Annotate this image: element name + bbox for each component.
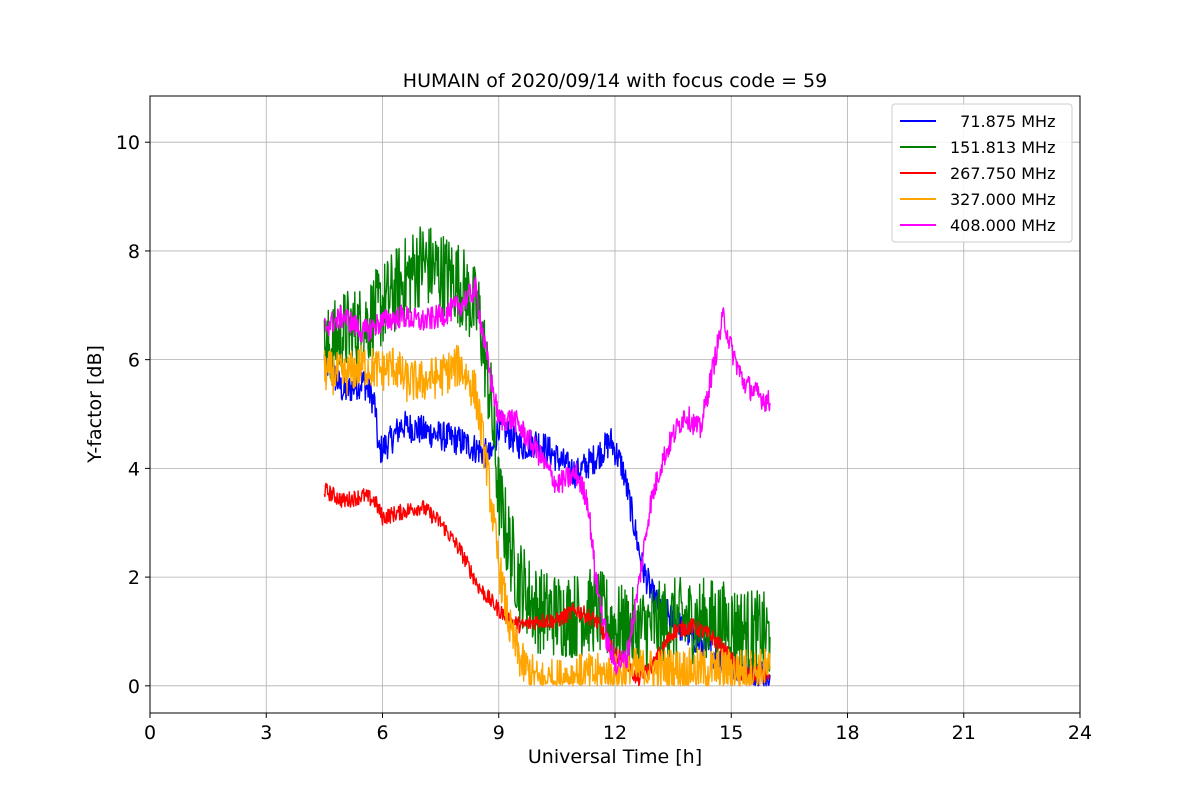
series-line [323, 344, 771, 687]
y-tick-label: 8 [128, 241, 140, 263]
legend-label: 151.813 MHz [950, 138, 1055, 157]
y-tick-label: 6 [128, 350, 140, 372]
series-line [323, 482, 771, 687]
y-tick-label: 10 [116, 132, 140, 154]
y-tick-label: 4 [128, 458, 140, 480]
y-tick-label: 2 [128, 567, 140, 589]
legend-box [891, 103, 1073, 243]
x-tick-label: 3 [260, 722, 272, 744]
legend-label: 327.000 MHz [950, 190, 1055, 209]
x-tick-label: 12 [603, 722, 627, 744]
x-tick-label: 9 [493, 722, 505, 744]
legend: 71.875 MHz 151.813 MHz 267.750 MHz 327.000 … [891, 103, 1073, 243]
x-tick-label: 15 [719, 722, 743, 744]
legend-label: 408.000 MHz [950, 216, 1055, 235]
y-tick-label: 0 [128, 676, 140, 698]
legend-label: 267.750 MHz [950, 164, 1055, 183]
x-tick-label: 21 [952, 722, 976, 744]
chart-title: HUMAIN of 2020/09/14 with focus code = 5… [403, 70, 827, 92]
series-layer [323, 226, 771, 687]
y-axis-label: Y-factor [dB] [84, 345, 106, 464]
legend-label: 71.875 MHz [950, 112, 1055, 131]
series-line [323, 276, 771, 675]
x-axis-label: Universal Time [h] [528, 746, 702, 768]
x-tick-label: 6 [376, 722, 388, 744]
x-tick-label: 24 [1068, 722, 1092, 744]
x-tick-label: 0 [144, 722, 156, 744]
x-tick-label: 18 [835, 722, 859, 744]
